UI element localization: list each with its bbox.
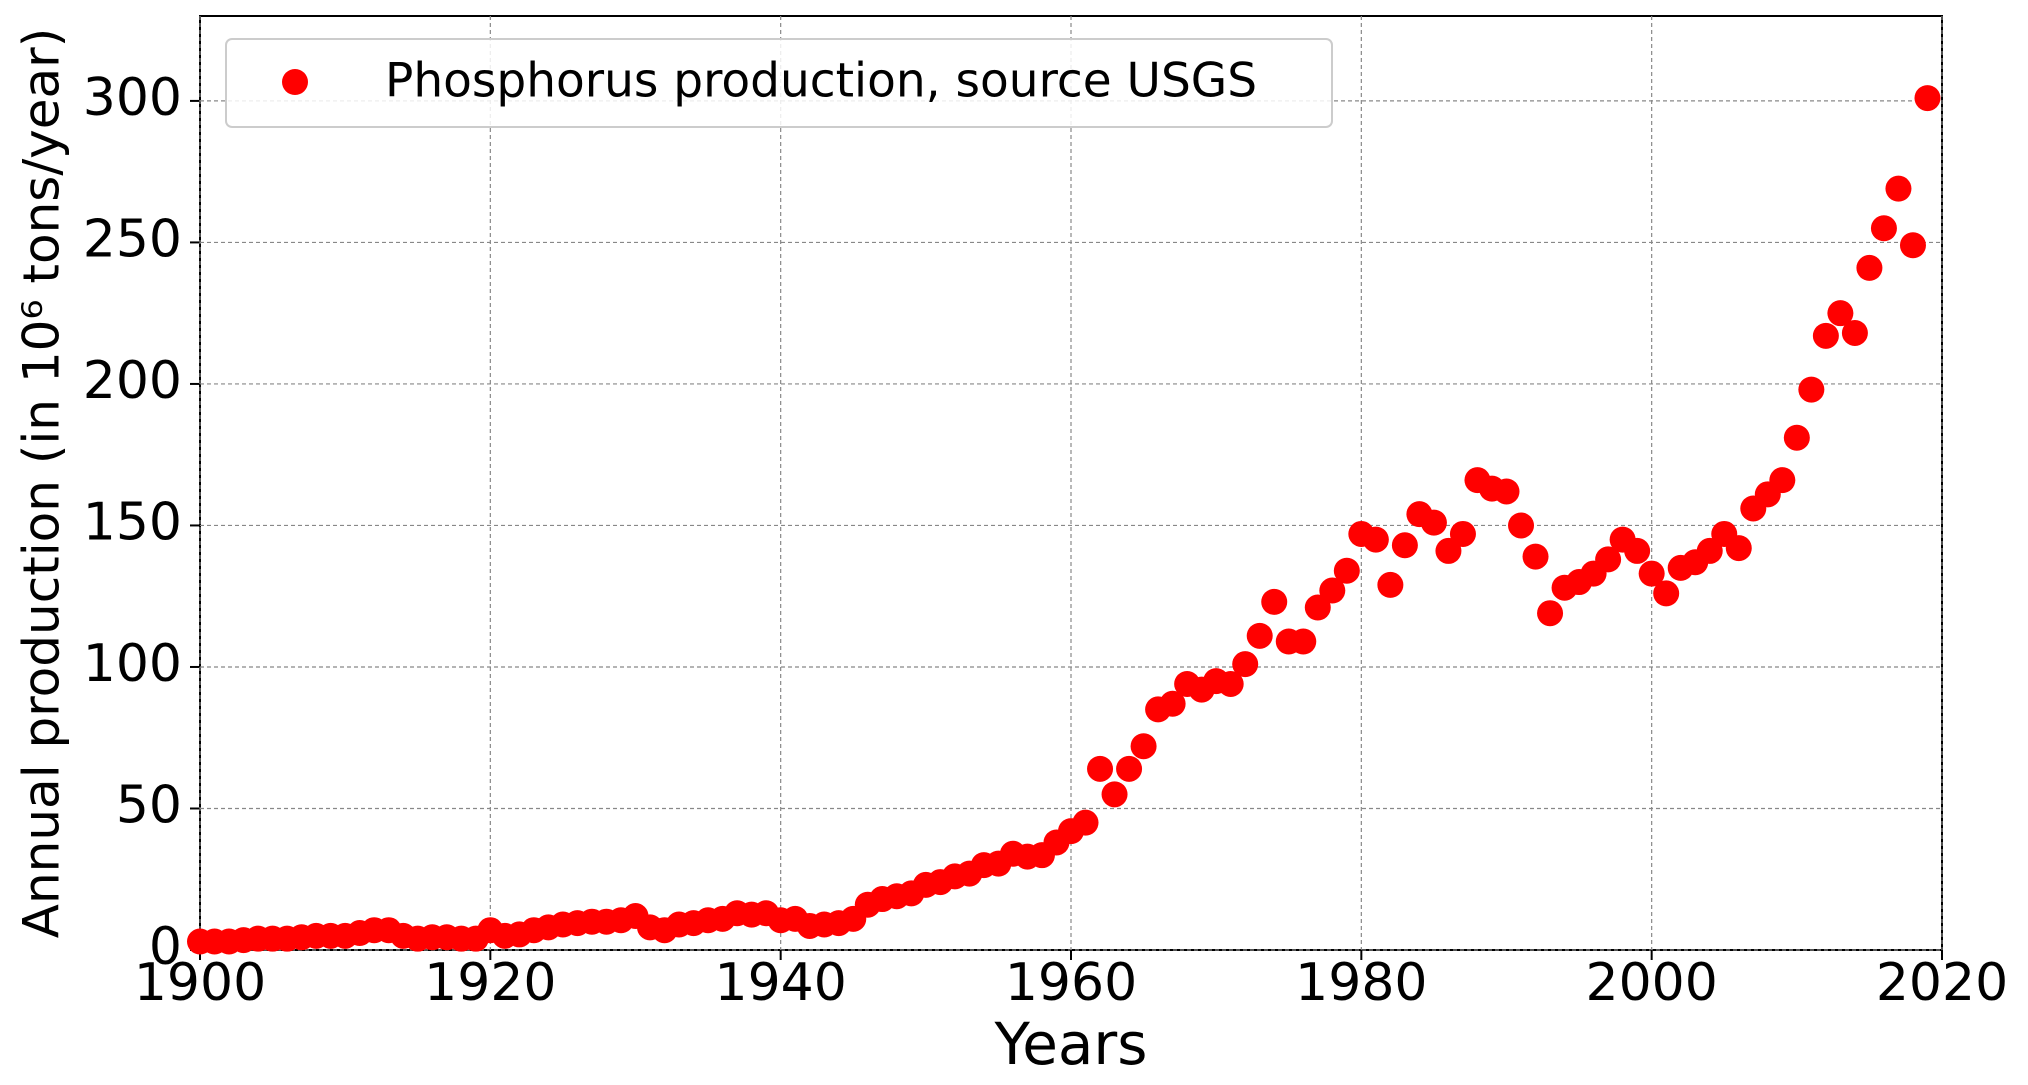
x-axis-label: Years bbox=[993, 1010, 1147, 1078]
legend-marker bbox=[282, 69, 308, 95]
x-tick-label: 2020 bbox=[1876, 953, 2008, 1013]
point bbox=[1377, 571, 1404, 598]
point bbox=[1420, 509, 1447, 536]
point bbox=[1159, 690, 1186, 717]
x-tick-label: 1940 bbox=[714, 953, 846, 1013]
point bbox=[1595, 546, 1622, 573]
y-tick-label: 250 bbox=[83, 209, 182, 269]
point bbox=[1827, 300, 1854, 327]
x-tick-label: 1960 bbox=[1005, 953, 1137, 1013]
point bbox=[1391, 532, 1418, 559]
point bbox=[1217, 670, 1244, 697]
point bbox=[1885, 175, 1912, 202]
point bbox=[1101, 781, 1128, 808]
point bbox=[1638, 560, 1665, 587]
point bbox=[1246, 622, 1273, 649]
point bbox=[1116, 755, 1143, 782]
point bbox=[1304, 594, 1331, 621]
point bbox=[1624, 537, 1651, 564]
point bbox=[1783, 424, 1810, 451]
point bbox=[1130, 733, 1157, 760]
y-axis-label: Annual production (in 10⁶ tons/year) bbox=[13, 28, 71, 938]
point bbox=[1261, 588, 1288, 615]
point bbox=[1653, 580, 1680, 607]
y-tick-label: 300 bbox=[83, 68, 182, 128]
point bbox=[1725, 535, 1752, 562]
point bbox=[1087, 755, 1114, 782]
legend-label: Phosphorus production, source USGS bbox=[385, 54, 1257, 109]
x-tick-label: 1900 bbox=[134, 953, 266, 1013]
point bbox=[1493, 478, 1520, 505]
point bbox=[1537, 600, 1564, 627]
x-tick-label: 1920 bbox=[424, 953, 556, 1013]
y-tick-label: 200 bbox=[83, 351, 182, 411]
point bbox=[1232, 651, 1259, 678]
point bbox=[1435, 537, 1462, 564]
point bbox=[1841, 319, 1868, 346]
point bbox=[1798, 376, 1825, 403]
point bbox=[1899, 232, 1926, 259]
point bbox=[1914, 85, 1941, 112]
point bbox=[1319, 577, 1346, 604]
y-tick-label: 0 bbox=[149, 917, 182, 977]
y-tick-label: 150 bbox=[83, 492, 182, 552]
point bbox=[1870, 215, 1897, 242]
x-tick-label: 2000 bbox=[1585, 953, 1717, 1013]
point bbox=[1812, 322, 1839, 349]
point bbox=[1508, 512, 1535, 539]
y-tick-label: 100 bbox=[83, 634, 182, 694]
point bbox=[1362, 526, 1389, 553]
y-tick-label: 50 bbox=[116, 775, 182, 835]
point bbox=[1072, 809, 1099, 836]
point bbox=[1333, 557, 1360, 584]
point bbox=[1856, 254, 1883, 281]
point bbox=[1449, 520, 1476, 547]
point bbox=[1769, 467, 1796, 494]
point bbox=[1522, 543, 1549, 570]
point bbox=[1696, 537, 1723, 564]
legend-box bbox=[225, 38, 1333, 128]
x-tick-label: 1980 bbox=[1295, 953, 1427, 1013]
point bbox=[1290, 628, 1317, 655]
